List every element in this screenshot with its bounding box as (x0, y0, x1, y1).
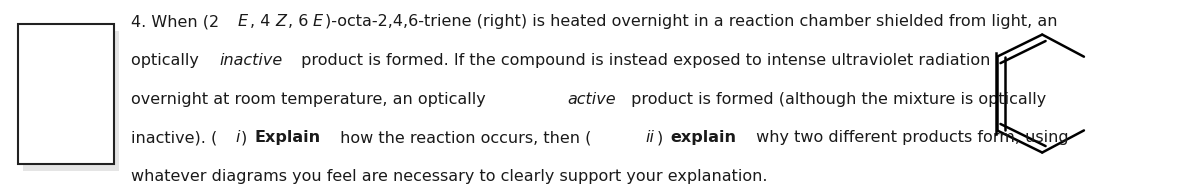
Text: i: i (235, 130, 240, 145)
Text: ii: ii (646, 130, 655, 145)
Text: Z: Z (275, 14, 286, 29)
Text: explain: explain (671, 130, 737, 145)
Text: 4. When (2: 4. When (2 (131, 14, 220, 29)
FancyBboxPatch shape (18, 23, 114, 164)
Text: , 4: , 4 (250, 14, 270, 29)
Text: E: E (238, 14, 248, 29)
Text: )-octa-2,4,6-triene (right) is heated overnight in a reaction chamber shielded f: )-octa-2,4,6-triene (right) is heated ov… (325, 14, 1057, 29)
Text: , 6: , 6 (288, 14, 308, 29)
Text: inactive). (: inactive). ( (131, 130, 217, 145)
Text: why two different products form, using: why two different products form, using (751, 130, 1068, 145)
Text: inactive: inactive (220, 53, 283, 68)
Text: ): ) (656, 130, 668, 145)
Text: ): ) (241, 130, 252, 145)
Text: optically: optically (131, 53, 204, 68)
Text: active: active (568, 92, 616, 107)
Text: Explain: Explain (254, 130, 322, 145)
Text: product is formed. If the compound is instead exposed to intense ultraviolet rad: product is formed. If the compound is in… (296, 53, 991, 68)
Text: product is formed (although the mixture is optically: product is formed (although the mixture … (626, 92, 1046, 107)
Text: overnight at room temperature, an optically: overnight at room temperature, an optica… (131, 92, 491, 107)
Text: whatever diagrams you feel are necessary to clearly support your explanation.: whatever diagrams you feel are necessary… (131, 169, 768, 184)
Text: E: E (313, 14, 323, 29)
Text: how the reaction occurs, then (: how the reaction occurs, then ( (335, 130, 592, 145)
FancyBboxPatch shape (23, 31, 119, 171)
